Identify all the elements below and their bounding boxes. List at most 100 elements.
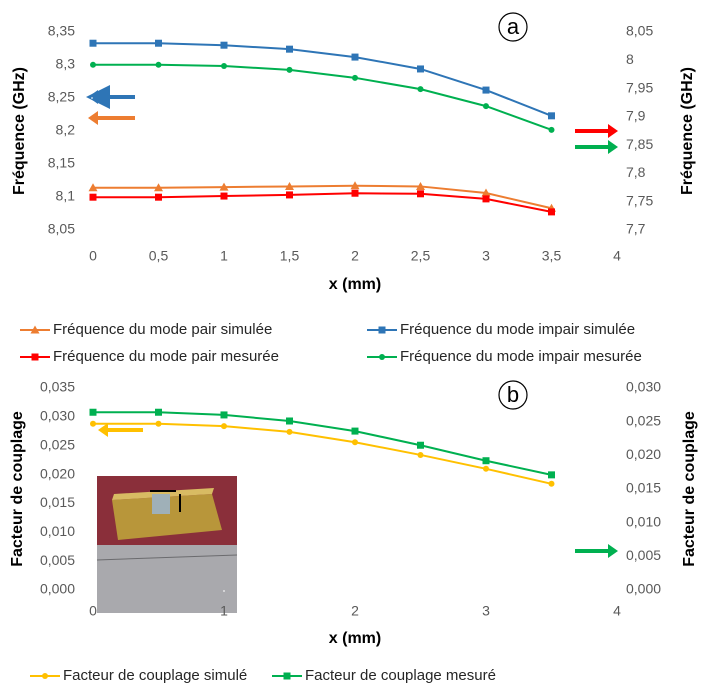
x-tick-label: 1 xyxy=(220,603,228,619)
y2-axis-title: Fréquence (GHz) xyxy=(679,67,696,195)
series-line xyxy=(93,42,552,117)
annotation-circle xyxy=(498,12,528,42)
marker xyxy=(417,86,424,93)
x-tick-label: 1 xyxy=(220,248,228,264)
y-tick-label: 0,015 xyxy=(40,494,75,510)
arrows-b xyxy=(98,423,618,558)
marker xyxy=(155,61,162,68)
y-tick-label: 0,005 xyxy=(40,552,75,568)
marker xyxy=(89,408,97,416)
marker xyxy=(155,39,162,47)
y2-tick-label: 0,030 xyxy=(626,379,661,395)
marker xyxy=(90,420,96,427)
y-axis-title: Facteur de couplage xyxy=(9,411,26,567)
inset-photo xyxy=(96,476,238,613)
marker xyxy=(352,439,358,446)
y-tick-label: 0,025 xyxy=(40,436,75,452)
y2-tick-label: 0,020 xyxy=(626,446,661,462)
marker xyxy=(351,427,359,435)
x-tick-label: 2 xyxy=(351,603,359,619)
y-tick-label: 0,035 xyxy=(40,379,75,395)
y2-tick-label: 0,005 xyxy=(626,547,661,563)
marker xyxy=(548,471,555,479)
y2-tick-label: 7,95 xyxy=(626,79,653,95)
marker xyxy=(154,183,163,192)
marker xyxy=(285,181,294,190)
marker xyxy=(220,192,228,200)
marker xyxy=(548,480,555,487)
marker xyxy=(89,39,97,47)
marker xyxy=(286,66,293,73)
arrows-a xyxy=(86,85,618,154)
y2-tick-label: 8,05 xyxy=(626,23,653,39)
marker xyxy=(417,190,424,198)
marker xyxy=(379,354,385,360)
x-tick-label: 2,5 xyxy=(411,248,431,264)
marker xyxy=(482,457,490,465)
y2-tick-label: 7,8 xyxy=(626,164,646,180)
marker xyxy=(283,672,291,680)
marker xyxy=(416,181,425,190)
marker xyxy=(89,193,97,201)
series-line xyxy=(93,422,552,485)
y-tick-label: 8,25 xyxy=(48,89,75,105)
marker xyxy=(155,420,162,427)
marker xyxy=(155,408,162,416)
x-tick-label: 3 xyxy=(482,248,490,264)
marker xyxy=(30,325,40,334)
marker xyxy=(548,208,555,216)
marker xyxy=(90,61,96,68)
x-tick-label: 0 xyxy=(89,603,97,619)
y-tick-label: 8,3 xyxy=(56,56,76,72)
y-axis-title: Fréquence (GHz) xyxy=(11,67,28,195)
y-tick-label: 8,35 xyxy=(48,23,75,39)
marker xyxy=(219,182,229,191)
marker xyxy=(286,417,293,425)
y2-tick-label: 0,015 xyxy=(626,480,661,496)
marker xyxy=(220,411,228,419)
y2-tick-label: 7,9 xyxy=(626,108,646,124)
marker xyxy=(221,62,227,69)
y2-tick-label: 7,7 xyxy=(626,221,646,237)
x-tick-label: 0 xyxy=(89,248,97,264)
marker xyxy=(351,189,359,197)
marker xyxy=(417,441,424,449)
y-tick-label: 0,020 xyxy=(40,465,75,481)
x-tick-label: 4 xyxy=(613,603,621,619)
legend-label: Facteur de couplage mesuré xyxy=(305,667,496,684)
y2-tick-label: 7,75 xyxy=(626,192,653,208)
y-tick-label: 8,1 xyxy=(56,188,76,204)
x-axis-title: x (mm) xyxy=(329,630,381,647)
y-tick-label: 0,010 xyxy=(40,523,75,539)
marker xyxy=(155,193,162,201)
x-tick-label: 2 xyxy=(351,248,359,264)
legend-label: Fréquence du mode impair simulée xyxy=(400,321,635,338)
marker xyxy=(221,423,227,430)
y-tick-label: 0,030 xyxy=(40,408,75,424)
x-tick-label: 0,5 xyxy=(149,248,169,264)
legend-label: Facteur de couplage simulé xyxy=(63,667,247,684)
y-tick-label: 8,05 xyxy=(48,221,75,237)
marker xyxy=(378,326,386,334)
marker xyxy=(286,428,293,435)
series-line xyxy=(93,184,552,210)
marker xyxy=(352,74,358,81)
marker xyxy=(350,181,360,190)
annotation: a xyxy=(507,14,520,39)
annotation: b xyxy=(507,382,519,407)
marker xyxy=(548,126,555,133)
legend-label: Fréquence du mode impair mesurée xyxy=(400,348,642,365)
y2-axis-title: Facteur de couplage xyxy=(681,411,698,567)
y-tick-label: 8,2 xyxy=(56,122,76,138)
marker xyxy=(417,451,424,458)
marker xyxy=(286,191,293,199)
marker xyxy=(481,188,491,197)
marker xyxy=(483,103,489,110)
series-line xyxy=(93,411,552,476)
y2-tick-label: 7,85 xyxy=(626,136,653,152)
annotation-circle xyxy=(498,380,528,410)
legend-label: Fréquence du mode pair mesurée xyxy=(53,348,279,365)
marker xyxy=(482,86,490,94)
marker xyxy=(220,41,228,49)
